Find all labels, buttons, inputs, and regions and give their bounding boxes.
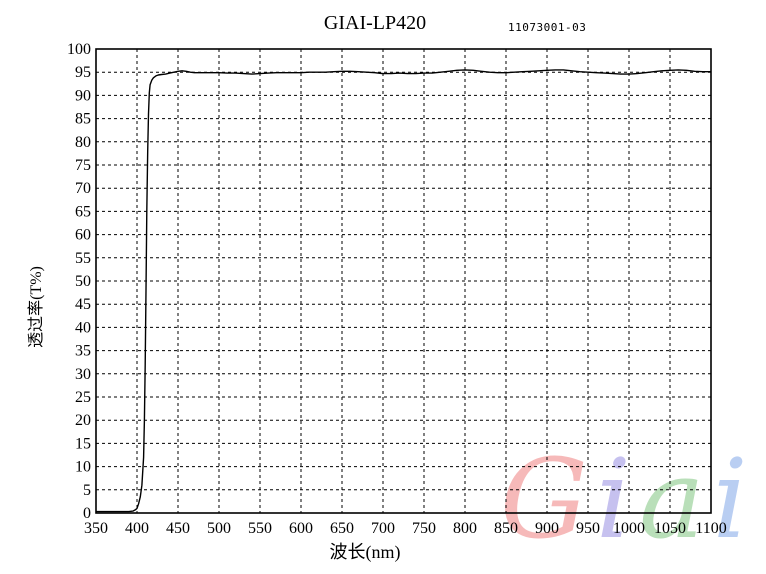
y-tick-label: 35 [75,343,91,360]
y-tick-label: 0 [83,505,91,522]
y-tick-label: 50 [75,273,91,290]
x-tick-label: 850 [494,520,518,537]
x-tick-label: 900 [535,520,559,537]
y-tick-label: 10 [75,459,91,476]
transmission-curve [96,69,711,513]
y-tick-label: 15 [75,435,91,452]
x-tick-label: 800 [453,520,477,537]
x-tick-label: 500 [207,520,231,537]
x-tick-label: 550 [248,520,272,537]
y-tick-label: 70 [75,180,91,197]
y-tick-label: 40 [75,319,91,336]
y-tick-label: 90 [75,87,91,104]
y-tick-label: 30 [75,366,91,383]
y-tick-label: 75 [75,157,91,174]
serial-number: 11073001-03 [508,21,587,34]
x-tick-label: 1000 [613,520,645,537]
x-tick-label: 1050 [654,520,686,537]
x-tick-label: 750 [412,520,436,537]
y-tick-label: 55 [75,250,91,267]
y-tick-label: 25 [75,389,91,406]
chart-title: GIAI-LP420 [323,12,427,34]
y-tick-label: 45 [75,296,91,313]
y-tick-label: 95 [75,64,91,81]
x-tick-label: 650 [330,520,354,537]
x-axis-title: 波长(nm) [329,542,401,562]
y-tick-label: 65 [75,203,91,220]
y-tick-label: 5 [83,482,91,499]
y-tick-label: 100 [67,41,91,58]
x-tick-label: 600 [289,520,313,537]
x-tick-label: 350 [84,520,108,537]
x-tick-label: 450 [166,520,190,537]
plot-frame [95,48,712,514]
x-tick-label: 950 [576,520,600,537]
y-tick-label: 85 [75,111,91,128]
y-tick-label: 20 [75,412,91,429]
y-axis-title: 透过率(T%) [28,266,45,348]
x-tick-label: 1100 [695,520,726,537]
y-tick-label: 80 [75,134,91,151]
x-tick-label: 700 [371,520,395,537]
x-tick-label: 400 [125,520,149,537]
y-tick-label: 60 [75,227,91,244]
